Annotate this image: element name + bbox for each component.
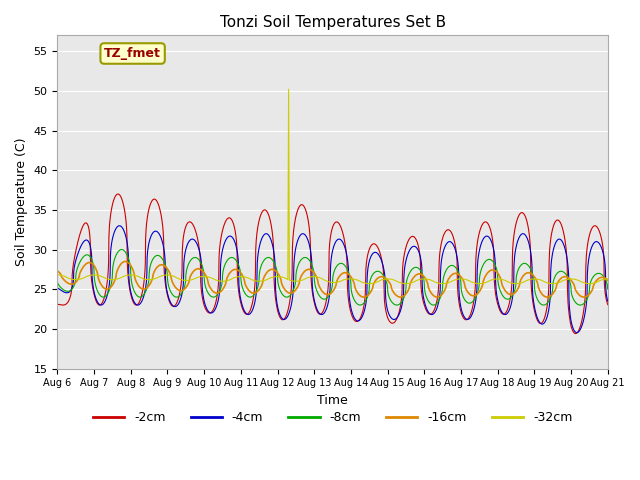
X-axis label: Time: Time [317, 394, 348, 407]
Legend: -2cm, -4cm, -8cm, -16cm, -32cm: -2cm, -4cm, -8cm, -16cm, -32cm [88, 406, 577, 429]
Y-axis label: Soil Temperature (C): Soil Temperature (C) [15, 138, 28, 266]
Text: TZ_fmet: TZ_fmet [104, 47, 161, 60]
Title: Tonzi Soil Temperatures Set B: Tonzi Soil Temperatures Set B [220, 15, 445, 30]
